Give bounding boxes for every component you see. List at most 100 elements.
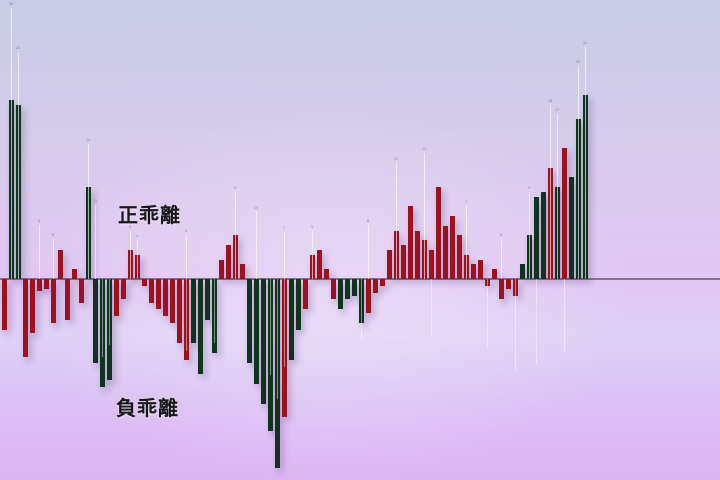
chart-bar [282, 279, 287, 418]
chart-point-label: 12 [393, 156, 399, 161]
chart-bar-wick-lower [270, 279, 271, 375]
chart-bar [492, 269, 497, 279]
chart-bar-wick-lower [487, 279, 488, 349]
chart-bar [317, 249, 322, 279]
chart-bar [121, 279, 126, 300]
annotation-negative-divergence: 負乖離 [116, 396, 179, 420]
chart-bar-wick-lower [186, 279, 187, 351]
chart-bar [100, 279, 105, 387]
chart-point-label: 7 [464, 200, 468, 205]
chart-bar [240, 264, 245, 279]
chart-bar-wick [18, 51, 19, 279]
chart-bar [170, 279, 175, 323]
chart-bar [506, 279, 511, 290]
chart-bar [436, 187, 441, 279]
chart-bar [562, 148, 567, 279]
chart-bar-wick [137, 240, 138, 279]
chart-bar [191, 279, 196, 344]
chart-bar [2, 279, 7, 330]
chart-bar [58, 249, 63, 279]
chart-point-label: 18 [547, 98, 553, 103]
chart-bar [331, 279, 336, 300]
chart-bar-wick [95, 204, 96, 279]
chart-bar [177, 279, 182, 344]
chart-bar-wick [529, 191, 530, 279]
chart-bar [471, 264, 476, 279]
chart-bar [261, 279, 266, 404]
chart-bar [44, 279, 49, 290]
chart-bar [324, 269, 329, 279]
chart-bar [366, 279, 371, 313]
chart-bar-wick [424, 153, 425, 279]
chart-bar-wick-lower [102, 279, 103, 357]
chart-point-label: 9 [527, 185, 531, 190]
chart-bar [23, 279, 28, 357]
chart-point-label: 5 [310, 224, 314, 229]
chart-bar [338, 279, 343, 310]
chart-bar-wick [578, 66, 579, 279]
chart-bar [72, 269, 77, 279]
chart-bar-wick-lower [109, 279, 110, 345]
chart-point-label: 6 [51, 232, 55, 237]
chart-point-label: 6 [499, 232, 503, 237]
chart-bar [387, 249, 392, 279]
chart-bar [198, 279, 203, 374]
chart-bar-wick-lower [431, 279, 432, 335]
chart-bar-wick [368, 225, 369, 279]
chart-bar-wick-lower [284, 279, 285, 367]
chart-point-label: 24 [582, 40, 588, 45]
chart-bar-wick [550, 104, 551, 279]
annotation-positive-divergence: 正乖離 [118, 203, 181, 227]
chart-bar [457, 235, 462, 279]
chart-bar [429, 249, 434, 279]
chart-bar [415, 230, 420, 279]
chart-bar [345, 279, 350, 300]
chart-point-label: 10 [253, 205, 259, 210]
chart-bar-wick-lower [361, 279, 362, 339]
chart-bar [107, 279, 112, 381]
chart-point-label: 17 [554, 108, 560, 113]
chart-bar [51, 279, 56, 323]
chart-bar [37, 279, 42, 292]
chart-bar [114, 279, 119, 317]
chart-bar [142, 279, 147, 286]
chart-point-label: 8 [366, 219, 370, 223]
chart-bar-wick-lower [536, 279, 537, 365]
chart-bar [65, 279, 70, 320]
chart-bar [485, 279, 490, 286]
chart-bar [289, 279, 294, 360]
chart-bar [303, 279, 308, 310]
chart-bar-wick [88, 143, 89, 279]
chart-bar [156, 279, 161, 310]
chart-bar [226, 245, 231, 279]
chart-point-label: 4 [135, 234, 139, 239]
chart-bar-wick [396, 162, 397, 279]
chart-bar-wick [130, 230, 131, 279]
chart-bar-wick-lower [214, 279, 215, 343]
chart-bar [401, 245, 406, 279]
chart-point-label: 23 [15, 45, 21, 50]
chart-bar [212, 279, 217, 354]
chart-point-label: 13 [421, 147, 427, 152]
chart-bar-wick [11, 8, 12, 279]
chart-bar-wick [312, 230, 313, 279]
chart-point-label: 5 [128, 224, 132, 229]
chart-point-label: 8 [37, 219, 41, 223]
chart-bar-wick [53, 238, 54, 279]
chart-bar-wick [39, 225, 40, 279]
chart-bar [184, 279, 189, 360]
chart-bar [359, 279, 364, 323]
chart-bar [30, 279, 35, 333]
chart-bar-wick [501, 238, 502, 279]
chart-bar [219, 259, 224, 279]
chart-bar [513, 279, 518, 296]
chart-bar [254, 279, 259, 384]
chart-bar [296, 279, 301, 330]
chart-bar [520, 264, 525, 279]
chart-bar [352, 279, 357, 296]
chart-point-label: 22 [575, 60, 581, 65]
chart-bar [268, 279, 273, 431]
chart-point-label: 28 [8, 2, 14, 6]
chart-bar [163, 279, 168, 317]
